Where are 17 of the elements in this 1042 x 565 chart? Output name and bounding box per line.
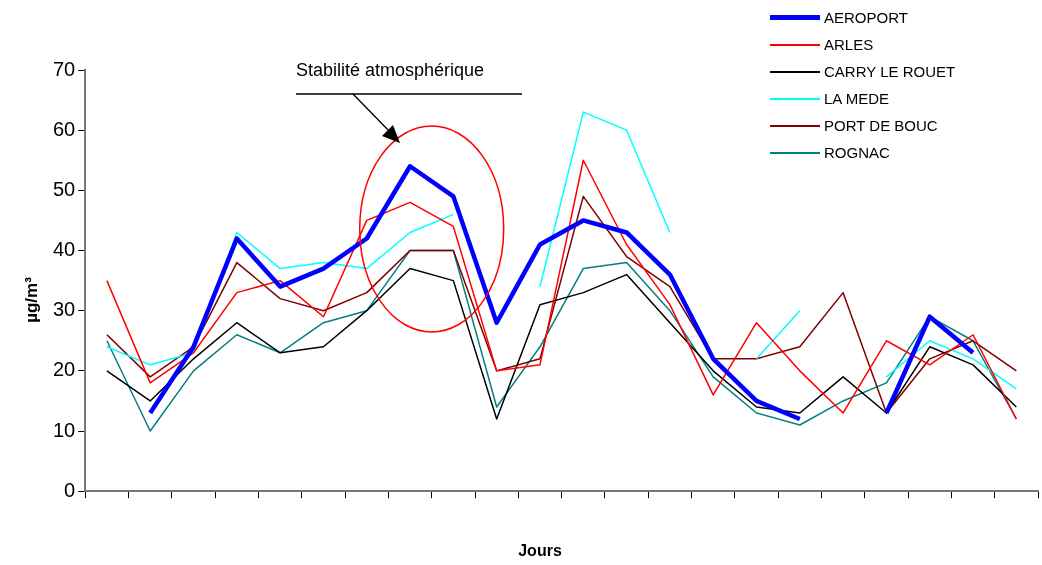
y-axis-title: µg/m³ (22, 277, 42, 323)
y-tick-label: 60 (53, 117, 76, 140)
legend-label: PORT DE BOUC (824, 117, 938, 134)
y-tick-label: 70 (53, 57, 76, 80)
x-axis-title: Jours (518, 542, 562, 560)
legend-label: LA MEDE (824, 90, 890, 107)
legend-label: ARLES (824, 36, 874, 53)
legend-label: ROGNAC (824, 144, 890, 161)
legend-label: CARRY LE ROUET (824, 63, 956, 80)
y-tick-label: 30 (53, 298, 76, 321)
y-tick-label: 20 (53, 358, 76, 381)
y-tick-label: 0 (64, 478, 76, 501)
legend-label: AEROPORT (824, 9, 908, 26)
annotation: Stabilité atmosphérique (296, 60, 485, 81)
y-tick-label: 40 (53, 238, 76, 261)
y-tick-label: 10 (53, 418, 76, 441)
y-tick-label: 50 (53, 177, 76, 200)
